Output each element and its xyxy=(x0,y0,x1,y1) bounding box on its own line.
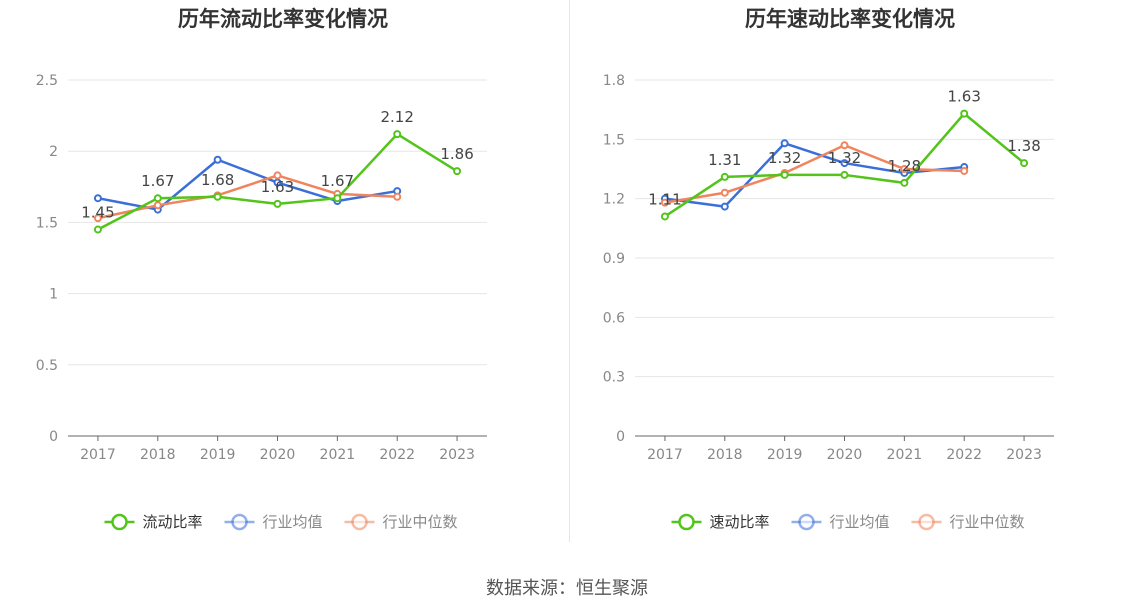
data-point xyxy=(780,139,789,148)
data-point xyxy=(840,141,849,150)
data-label: 1.67 xyxy=(141,172,174,190)
y-tick-label: 0.5 xyxy=(36,358,58,374)
data-point xyxy=(780,170,789,179)
y-tick-label: 1.5 xyxy=(36,215,58,231)
x-tick-label: 2017 xyxy=(80,447,116,463)
y-tick-label: 2.5 xyxy=(36,73,58,89)
x-tick-label: 2021 xyxy=(887,447,923,463)
data-label: 1.11 xyxy=(648,190,681,208)
data-label: 1.32 xyxy=(768,149,801,167)
legend-item: 行业中位数 xyxy=(344,513,458,531)
data-label: 1.32 xyxy=(828,149,861,167)
legend-label: 行业均值 xyxy=(830,513,890,531)
data-point xyxy=(393,192,402,201)
data-point xyxy=(720,188,729,197)
data-point xyxy=(153,194,162,203)
legend-label: 速动比率 xyxy=(710,513,770,531)
data-label: 1.63 xyxy=(948,88,981,106)
legend-label: 流动比率 xyxy=(143,513,203,531)
data-point xyxy=(93,225,102,234)
x-tick-label: 2021 xyxy=(320,447,356,463)
data-point xyxy=(960,166,969,175)
legend-marker xyxy=(351,513,368,531)
x-tick-label: 2022 xyxy=(379,447,415,463)
series-line xyxy=(664,144,965,204)
current-ratio-chart: 历年流动比率变化情况 0 0.5 1 1.5 2 2.5 2017 2018 2019 2020 20… xyxy=(0,0,567,560)
data-point xyxy=(453,167,462,176)
legend-item: 流动比率 xyxy=(104,513,203,531)
data-label: 1.68 xyxy=(201,171,234,189)
data-point xyxy=(393,130,402,139)
x-tick-label: 2020 xyxy=(827,447,863,463)
data-point xyxy=(660,212,669,221)
data-point xyxy=(153,201,162,210)
data-point xyxy=(900,165,909,173)
y-tick-label: 1.8 xyxy=(603,73,625,89)
data-point xyxy=(840,170,849,179)
data-point xyxy=(960,109,969,118)
legend-item: 速动比率 xyxy=(671,513,770,531)
series-line xyxy=(97,174,398,220)
legend-marker xyxy=(678,513,695,531)
legend-item: 行业均值 xyxy=(224,513,323,531)
data-label: 1.38 xyxy=(1007,137,1040,155)
chart-title: 历年速动比率变化情况 xyxy=(745,7,955,31)
legend-item: 行业中位数 xyxy=(911,513,1025,531)
data-point xyxy=(1020,159,1029,168)
data-point xyxy=(660,198,669,207)
data-point xyxy=(213,192,222,201)
x-tick-label: 2022 xyxy=(946,447,982,463)
data-label: 1.31 xyxy=(708,151,741,169)
data-source-note: 数据来源：恒生聚源 xyxy=(486,578,648,599)
legend-marker xyxy=(231,513,248,531)
data-point xyxy=(333,194,342,203)
legend-marker xyxy=(918,513,935,531)
y-tick-label: 2 xyxy=(49,144,58,160)
data-point xyxy=(720,202,729,211)
data-point xyxy=(273,178,282,187)
data-point xyxy=(93,214,102,223)
data-point xyxy=(900,178,909,187)
panel-divider xyxy=(569,0,570,542)
data-label: 1.86 xyxy=(440,145,473,163)
data-point xyxy=(213,155,222,164)
legend-item: 行业均值 xyxy=(791,513,890,531)
data-label: 1.67 xyxy=(321,172,354,190)
data-label: 1.63 xyxy=(261,178,294,196)
current-ratio-chart-svg: 历年流动比率变化情况 0 0.5 1 1.5 2 2.5 2017 2018 2019 2020 20… xyxy=(36,7,487,531)
y-tick-label: 0.9 xyxy=(603,251,625,267)
data-label: 1.28 xyxy=(888,157,921,175)
legend-label: 行业中位数 xyxy=(950,513,1025,531)
data-point xyxy=(840,159,849,168)
x-tick-label: 2018 xyxy=(707,447,743,463)
data-label: 1.45 xyxy=(81,204,114,222)
quick-ratio-chart: 历年速动比率变化情况 0 0.3 0.6 0.9 1.2 1.5 1.8 2017 2018 201… xyxy=(567,0,1134,560)
data-point xyxy=(93,194,102,203)
y-tick-label: 1.2 xyxy=(603,192,625,208)
legend-marker xyxy=(111,513,128,531)
data-label: 2.12 xyxy=(381,108,414,126)
x-tick-label: 2017 xyxy=(647,447,683,463)
data-point xyxy=(273,199,282,208)
y-tick-label: 1.5 xyxy=(603,132,625,148)
y-tick-label: 0 xyxy=(616,429,625,445)
data-point xyxy=(273,171,282,180)
x-tick-label: 2023 xyxy=(439,447,475,463)
x-tick-label: 2019 xyxy=(200,447,236,463)
x-tick-label: 2020 xyxy=(260,447,296,463)
legend-label: 行业中位数 xyxy=(383,513,458,531)
x-tick-label: 2019 xyxy=(767,447,803,463)
chart-title: 历年流动比率变化情况 xyxy=(178,7,388,31)
x-tick-label: 2023 xyxy=(1006,447,1042,463)
y-tick-label: 0 xyxy=(49,429,58,445)
legend-label: 行业均值 xyxy=(263,513,323,531)
quick-ratio-chart-svg: 历年速动比率变化情况 0 0.3 0.6 0.9 1.2 1.5 1.8 2017 2018 201… xyxy=(603,7,1054,531)
y-tick-label: 0.3 xyxy=(603,370,625,386)
x-tick-label: 2018 xyxy=(140,447,176,463)
data-point xyxy=(720,172,729,181)
y-tick-label: 0.6 xyxy=(603,310,625,326)
y-tick-label: 1 xyxy=(49,287,58,303)
legend-marker xyxy=(798,513,815,531)
